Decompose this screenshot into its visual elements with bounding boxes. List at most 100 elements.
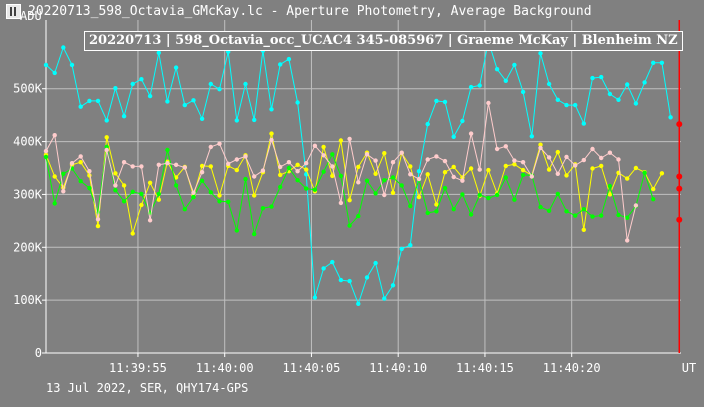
data-point xyxy=(633,203,639,208)
data-point xyxy=(546,155,552,160)
data-point xyxy=(252,117,257,123)
data-point xyxy=(269,204,274,209)
data-point xyxy=(95,98,101,104)
data-point xyxy=(425,172,430,177)
data-point xyxy=(87,98,92,104)
data-point xyxy=(226,199,231,204)
data-point xyxy=(104,135,109,140)
data-point xyxy=(425,157,430,162)
x-tick-label: 11:40:15 xyxy=(456,361,514,375)
data-point xyxy=(43,62,49,68)
data-point xyxy=(113,188,118,193)
data-point xyxy=(217,141,222,146)
data-point xyxy=(416,194,422,200)
data-point xyxy=(451,207,456,212)
data-point xyxy=(564,154,569,160)
data-point xyxy=(390,283,396,288)
data-point xyxy=(494,67,500,72)
series-4 xyxy=(43,100,639,243)
data-point xyxy=(408,172,413,177)
data-point xyxy=(434,209,439,214)
data-point xyxy=(382,192,387,198)
data-point xyxy=(321,169,326,174)
data-point xyxy=(486,100,491,106)
data-point xyxy=(668,115,673,120)
data-point xyxy=(520,89,526,95)
data-point xyxy=(139,164,144,169)
data-point xyxy=(191,194,196,200)
data-point xyxy=(625,176,630,181)
data-point xyxy=(347,223,352,228)
data-point xyxy=(130,164,135,169)
data-point xyxy=(295,169,300,174)
data-point xyxy=(304,167,309,172)
footer-info: 13 Jul 2022, SER, QHY174-GPS xyxy=(46,381,249,395)
data-point xyxy=(408,203,413,209)
data-point xyxy=(252,174,257,179)
data-point xyxy=(529,134,534,139)
y-tick-label: 300K xyxy=(13,187,43,201)
data-point xyxy=(321,153,326,158)
data-point xyxy=(616,97,621,103)
data-point xyxy=(217,199,222,204)
data-point xyxy=(512,158,517,163)
data-point xyxy=(390,160,396,165)
data-point xyxy=(173,65,179,70)
x-tick-label: 11:40:05 xyxy=(283,361,341,375)
data-point xyxy=(416,176,422,182)
data-point xyxy=(442,158,448,164)
data-point xyxy=(226,161,231,166)
data-point xyxy=(633,165,639,171)
data-point xyxy=(356,180,361,185)
data-point xyxy=(78,179,83,184)
data-point xyxy=(338,200,344,206)
data-point xyxy=(494,192,500,198)
data-point xyxy=(373,191,378,196)
data-point xyxy=(460,178,465,183)
data-point xyxy=(156,50,161,55)
data-point xyxy=(590,146,595,152)
data-point xyxy=(312,295,318,300)
data-point xyxy=(399,246,404,252)
data-point xyxy=(468,212,474,217)
grid xyxy=(46,20,681,353)
data-point xyxy=(416,169,422,174)
data-point xyxy=(434,98,439,104)
data-point xyxy=(338,138,344,143)
series-2 xyxy=(43,131,665,236)
data-point xyxy=(442,99,448,105)
data-point xyxy=(477,167,482,172)
data-point xyxy=(625,82,630,87)
data-point xyxy=(199,170,205,175)
data-point xyxy=(607,192,613,197)
data-point xyxy=(573,213,578,218)
data-point xyxy=(529,174,534,179)
data-point xyxy=(347,278,352,284)
data-point xyxy=(460,118,465,124)
chart-title: 20220713 | 598_Octavia_occ_UCAC4 345-085… xyxy=(84,31,683,51)
data-point xyxy=(442,170,448,175)
data-point xyxy=(252,231,257,237)
series-layer xyxy=(43,38,673,306)
data-point xyxy=(651,60,656,65)
data-point xyxy=(590,166,595,171)
data-point xyxy=(78,104,83,109)
data-point xyxy=(555,171,560,176)
data-point xyxy=(286,160,292,165)
data-point xyxy=(460,192,465,197)
data-point xyxy=(555,149,560,155)
data-point xyxy=(147,93,153,99)
data-point xyxy=(234,167,239,173)
data-point xyxy=(312,143,318,148)
data-point xyxy=(139,202,144,208)
data-point xyxy=(633,101,639,106)
series-3 xyxy=(43,144,656,237)
data-point xyxy=(382,151,387,156)
data-point xyxy=(147,218,153,223)
data-point xyxy=(234,228,239,233)
data-point xyxy=(503,144,508,149)
data-point xyxy=(278,62,283,67)
data-point xyxy=(95,217,101,222)
data-point xyxy=(616,157,621,162)
